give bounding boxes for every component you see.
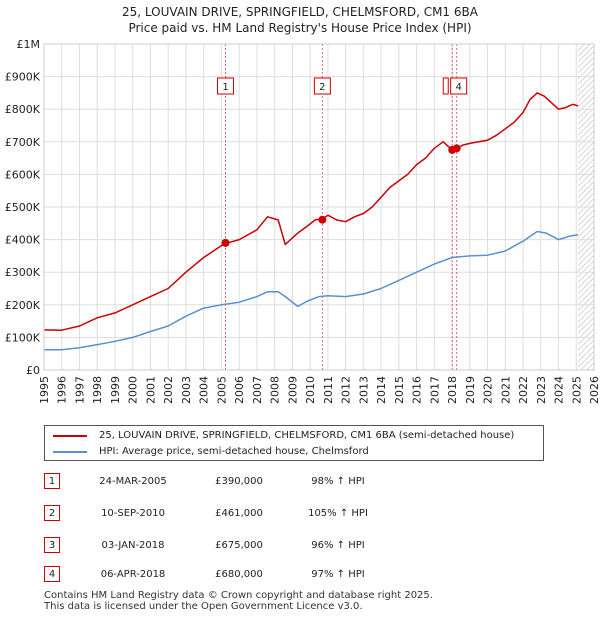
sale-hpi-change: 96% ↑ HPI <box>311 540 365 551</box>
x-tick-label: 2025 <box>570 376 583 404</box>
x-tick-label: 2009 <box>286 376 299 404</box>
x-tick-label: 2026 <box>588 376 600 404</box>
sale-box <box>450 77 468 95</box>
footer-copyright: Contains HM Land Registry data © Crown c… <box>44 590 433 601</box>
x-tick-label: 2023 <box>535 376 548 404</box>
x-tick-label: 1995 <box>38 376 51 404</box>
sale-box-label: 1 <box>222 82 228 93</box>
x-tick-label: 1998 <box>91 376 104 404</box>
sale-hpi-change: 98% ↑ HPI <box>311 476 365 487</box>
y-tick-label: £500K <box>5 201 41 214</box>
chart: £0 £100K £200K £300K £400K £500K £600K £700K £80… <box>5 38 600 404</box>
y-tick-label: £700K <box>5 136 41 149</box>
footer-licence: This data is licensed under the Open Gov… <box>44 601 363 612</box>
sale-price: £390,000 <box>215 476 263 487</box>
x-tick-label: 2003 <box>180 376 193 404</box>
sale-date: 03-JAN-2018 <box>101 540 165 551</box>
sale-date: 10-SEP-2010 <box>101 508 165 519</box>
x-tick-label: 1999 <box>109 376 122 404</box>
x-tick-label: 2021 <box>499 376 512 404</box>
sale-point <box>452 144 461 153</box>
y-tick-label: £1M <box>17 38 41 51</box>
sale-row: 1 24-MAR-2005 £390,000 98% ↑ HPI <box>44 473 404 491</box>
sale-price: £680,000 <box>215 569 263 580</box>
x-tick-label: 2008 <box>269 376 282 404</box>
y-tick-label: £600K <box>5 168 41 181</box>
legend-label-property: 25, LOUVAIN DRIVE, SPRINGFIELD, CHELMSFO… <box>99 430 515 441</box>
sale-point <box>221 238 230 247</box>
series-line-hpi <box>44 230 579 351</box>
footer: Contains HM Land Registry data © Crown c… <box>44 590 584 612</box>
x-tick-label: 2014 <box>375 376 388 404</box>
x-tick-label: 2002 <box>162 376 175 404</box>
y-tick-label: £200K <box>5 299 41 312</box>
chart-title-block: 25, LOUVAIN DRIVE, SPRINGFIELD, CHELMSFO… <box>0 4 600 36</box>
sale-row: 4 06-APR-2018 £680,000 97% ↑ HPI <box>44 566 404 584</box>
sale-row: 2 10-SEP-2010 £461,000 105% ↑ HPI <box>44 505 404 523</box>
y-tick-label: £800K <box>5 103 41 116</box>
y-tick-label: £900K <box>5 71 41 84</box>
x-tick-label: 1997 <box>73 376 86 404</box>
x-tick-label: 2013 <box>357 376 370 404</box>
chart-title: 25, LOUVAIN DRIVE, SPRINGFIELD, CHELMSFO… <box>122 5 478 19</box>
x-tick-label: 2024 <box>553 376 566 404</box>
y-tick-label: £400K <box>5 234 41 247</box>
sale-hpi-change: 105% ↑ HPI <box>308 508 368 519</box>
legend-swatch-property <box>53 435 87 437</box>
x-tick-label: 2006 <box>233 376 246 404</box>
sale-date: 24-MAR-2005 <box>99 476 167 487</box>
x-tick-label: 2010 <box>304 376 317 404</box>
x-tick-label: 2012 <box>340 376 353 404</box>
sale-point <box>318 215 327 224</box>
sale-badge: 2 <box>44 505 60 521</box>
x-tick-label: 2018 <box>446 376 459 404</box>
sale-badge: 1 <box>44 473 60 489</box>
sale-date: 06-APR-2018 <box>100 569 166 580</box>
y-tick-label: £100K <box>5 331 41 344</box>
sale-price: £675,000 <box>215 540 263 551</box>
legend-label-hpi: HPI: Average price, semi-detached house,… <box>99 446 369 457</box>
sale-price: £461,000 <box>215 508 263 519</box>
x-tick-label: 2004 <box>198 376 211 404</box>
sale-row: 3 03-JAN-2018 £675,000 96% ↑ HPI <box>44 537 404 555</box>
sale-badge: 3 <box>44 537 60 553</box>
x-tick-label: 2017 <box>428 376 441 404</box>
sale-hpi-change: 97% ↑ HPI <box>311 569 365 580</box>
x-tick-label: 2005 <box>215 376 228 404</box>
y-tick-label: £0 <box>26 364 40 377</box>
x-tick-label: 2001 <box>144 376 157 404</box>
sale-box-partial <box>442 77 449 95</box>
x-tick-label: 2000 <box>127 376 140 404</box>
series-line-property <box>43 92 579 331</box>
legend-swatch-hpi <box>53 451 87 453</box>
x-tick-label: 2022 <box>517 376 530 404</box>
x-tick-label: 2020 <box>482 376 495 404</box>
x-tick-label: 2015 <box>393 376 406 404</box>
sale-box <box>313 77 331 95</box>
x-tick-label: 2016 <box>411 376 424 404</box>
y-tick-label: £300K <box>5 266 41 279</box>
x-tick-label: 2011 <box>322 376 335 404</box>
x-tick-label: 2007 <box>251 376 264 404</box>
chart-subtitle: Price paid vs. HM Land Registry's House … <box>128 21 472 35</box>
x-tick-label: 1996 <box>56 376 69 404</box>
legend: 25, LOUVAIN DRIVE, SPRINGFIELD, CHELMSFO… <box>44 425 544 461</box>
sale-badge: 4 <box>44 566 60 582</box>
sale-box-label: 4 <box>455 82 461 93</box>
sale-box <box>217 77 234 95</box>
sale-box-label: 2 <box>319 82 325 93</box>
plot-border <box>43 43 595 371</box>
x-tick-label: 2019 <box>464 376 477 404</box>
